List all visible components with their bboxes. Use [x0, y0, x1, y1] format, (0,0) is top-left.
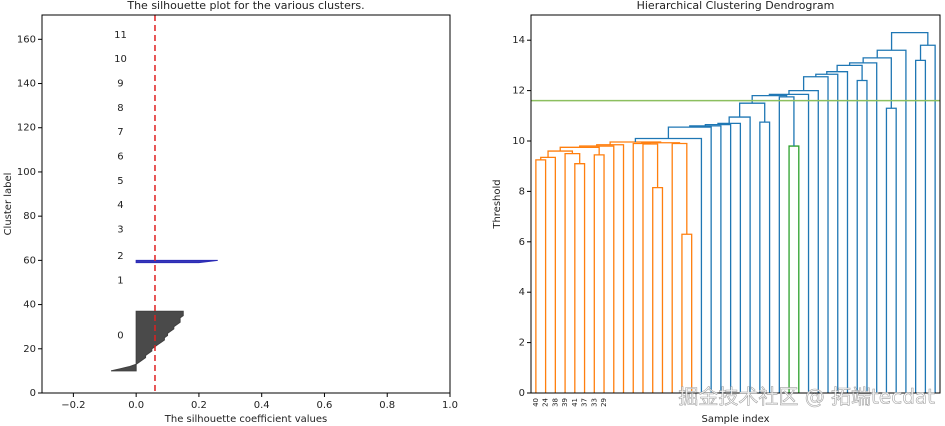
cluster-label: 10	[114, 54, 127, 65]
chart-title: Hierarchical Clustering Dendrogram	[637, 0, 835, 12]
x-tick-label: 1.0	[442, 400, 458, 411]
leaf-label: 40	[532, 398, 540, 407]
cluster-label: 0	[117, 331, 123, 342]
cluster-label: 11	[114, 30, 127, 41]
cluster-label: 6	[117, 151, 123, 162]
y-tick-label: 140	[17, 79, 36, 90]
x-axis-label: The silhouette coefficient values	[164, 414, 328, 425]
x-tick-label: 0.8	[379, 400, 395, 411]
y-tick-label: 60	[23, 255, 36, 266]
y-axis-label: Cluster label	[3, 173, 14, 236]
y-tick-label: 20	[23, 344, 36, 355]
dendrogram-link	[890, 31, 929, 51]
leaf-label: 39	[561, 398, 569, 407]
leaf-label: 24	[542, 397, 550, 406]
cluster-label: 7	[117, 127, 123, 138]
x-tick-label: 0.0	[128, 400, 144, 411]
leaf-label: 29	[600, 398, 608, 407]
watermark: 掘金技术社区 @ 拓端tecdat	[678, 385, 935, 409]
leaf-label: 38	[551, 398, 559, 407]
x-tick-label: 0.2	[191, 400, 207, 411]
y-tick-label: 8	[519, 186, 525, 197]
cluster-label: 1	[117, 275, 123, 286]
dendrogram-link	[641, 142, 681, 144]
silhouette-area	[110, 310, 184, 372]
y-tick-label: 14	[512, 35, 525, 46]
leaf-label: 33	[590, 398, 598, 407]
y-tick-label: 4	[519, 287, 525, 298]
cluster-label: 8	[117, 103, 123, 114]
cluster-label: 5	[117, 176, 123, 187]
x-tick-label: −0.2	[61, 400, 85, 411]
cluster-label: 4	[117, 200, 123, 211]
cluster-label: 2	[117, 251, 123, 262]
leaf-label: 37	[581, 398, 589, 407]
y-tick-label: 6	[519, 237, 525, 248]
axes-frame	[530, 14, 941, 394]
y-tick-label: 120	[17, 123, 36, 134]
x-axis-label: Sample index	[701, 414, 769, 425]
y-tick-label: 10	[512, 136, 525, 147]
x-tick-label: 0.4	[254, 400, 270, 411]
y-tick-label: 100	[17, 167, 36, 178]
y-tick-label: 160	[17, 34, 36, 45]
y-tick-label: 80	[23, 211, 36, 222]
axes-frame	[41, 14, 451, 394]
y-tick-label: 0	[30, 388, 36, 399]
y-tick-label: 12	[512, 86, 525, 97]
cluster-label: 3	[117, 224, 123, 235]
y-tick-label: 2	[519, 338, 525, 349]
silhouette-area	[135, 259, 218, 264]
leaf-label: 41	[571, 398, 579, 407]
chart-title: The silhouette plot for the various clus…	[126, 0, 364, 12]
y-tick-label: 40	[23, 300, 36, 311]
y-tick-label: 0	[519, 388, 525, 399]
x-tick-label: 0.6	[317, 400, 333, 411]
y-axis-label: Threshold	[492, 179, 503, 229]
cluster-label: 9	[117, 79, 123, 90]
